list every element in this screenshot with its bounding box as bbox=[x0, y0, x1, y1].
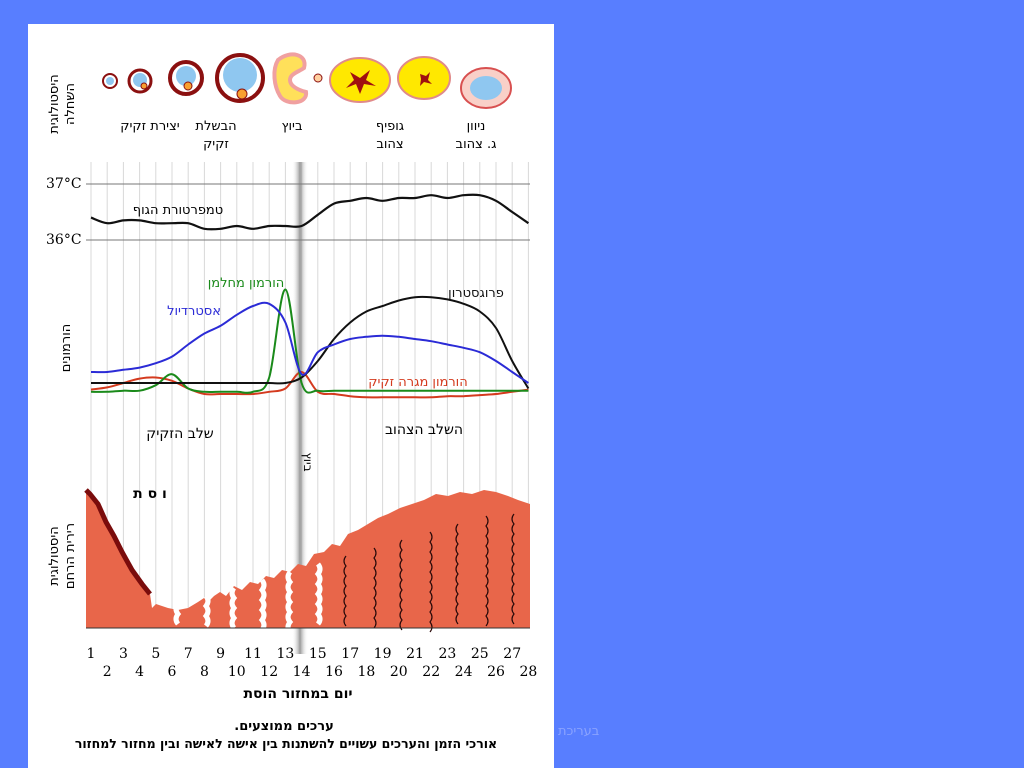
day-label-24: 24 bbox=[455, 664, 473, 680]
corpus-degeneration-icon bbox=[460, 67, 512, 109]
endometrium-lining bbox=[86, 490, 530, 628]
stage-ovulation-label: ביוץ bbox=[282, 119, 303, 134]
even-day-ticks: 2 4 6 8 10 12 14 16 18 20 22 24 26 28 bbox=[103, 664, 538, 680]
stage-corpus-luteum-line2: צהוב bbox=[376, 137, 403, 152]
day-label-10: 10 bbox=[228, 664, 246, 680]
odd-day-ticks: 1 3 5 7 9 11 13 15 17 19 21 23 25 27 bbox=[87, 646, 522, 662]
progesterone-label: פרוגסטרון bbox=[448, 286, 504, 301]
day-label-28: 28 bbox=[519, 664, 537, 680]
mature-follicle-icon bbox=[215, 53, 265, 103]
endometrium-panel: היסטולוגית רירית הרחם ו ס ת bbox=[47, 486, 530, 634]
ovary-histology-row: היסטולוגית השחלה bbox=[47, 52, 512, 152]
day-label-20: 20 bbox=[390, 664, 408, 680]
x-axis: 1 3 5 7 9 11 13 15 17 19 21 23 25 27 2 4 6 8 10 12 14 16 18 20… bbox=[86, 627, 538, 702]
corpus-luteum-icon bbox=[329, 57, 391, 103]
gland-11 bbox=[485, 515, 489, 627]
note-line1: ערכים ממוצעים. bbox=[234, 719, 334, 734]
day-label-19: 19 bbox=[374, 646, 392, 662]
gland-8 bbox=[399, 539, 403, 631]
gland-3 bbox=[258, 578, 267, 632]
day-label-27: 27 bbox=[503, 646, 521, 662]
day-label-22: 22 bbox=[422, 664, 440, 680]
day-label-17: 17 bbox=[341, 646, 359, 662]
estradiol-line bbox=[90, 301, 529, 384]
gland-10 bbox=[455, 523, 459, 625]
day-label-26: 26 bbox=[487, 664, 505, 680]
hormones-axis-label: הורמונים bbox=[59, 324, 74, 372]
diagram-panel: היסטולוגית השחלה bbox=[28, 24, 554, 768]
gland-9 bbox=[429, 531, 433, 633]
gland-12 bbox=[511, 513, 515, 625]
lh-line bbox=[90, 288, 529, 394]
follicular-phase-label: שלב הזקיק bbox=[146, 426, 213, 442]
histology-ovary-line1: היסטולוגית bbox=[47, 74, 62, 134]
stage-follicle-maturation-line1: הבשלת bbox=[195, 119, 236, 134]
day-label-21: 21 bbox=[406, 646, 424, 662]
day-label-9: 9 bbox=[216, 646, 225, 662]
stage-degeneration-line2: ג. צהוב bbox=[456, 137, 497, 152]
ovulation-vertical-label: ביוץ bbox=[301, 452, 315, 471]
day-label-13: 13 bbox=[276, 646, 294, 662]
gland-4 bbox=[285, 570, 294, 634]
stage-follicle-maturation-line2: זקיק bbox=[203, 137, 229, 152]
gland-7 bbox=[373, 547, 377, 629]
gland-6 bbox=[343, 555, 347, 627]
day-label-18: 18 bbox=[357, 664, 375, 680]
ovulation-follicle-icon bbox=[272, 52, 323, 105]
day-label-25: 25 bbox=[471, 646, 489, 662]
menstrual-shedding-edge bbox=[84, 488, 152, 596]
gland-0 bbox=[173, 602, 182, 626]
temp-36-label: 36°C bbox=[46, 232, 82, 248]
corpus-luteum-late-icon bbox=[397, 56, 451, 100]
day-label-15: 15 bbox=[309, 646, 327, 662]
day-label-5: 5 bbox=[151, 646, 160, 662]
day-label-23: 23 bbox=[438, 646, 456, 662]
ovulation-band bbox=[292, 162, 308, 654]
endometrial-glands bbox=[173, 513, 515, 634]
menses-label: ו ס ת bbox=[133, 486, 167, 502]
day-label-14: 14 bbox=[293, 664, 311, 680]
x-axis-title: יום במחזור הוסת bbox=[243, 686, 352, 702]
temperature-panel: 37°C 36°C טמפרטורת הגוף bbox=[46, 176, 530, 248]
primordial-follicle-icon bbox=[102, 73, 118, 89]
histology-ovary-line2: השחלה bbox=[63, 83, 78, 125]
gland-5 bbox=[314, 562, 323, 626]
gland-1 bbox=[202, 594, 211, 628]
temperature-line bbox=[90, 193, 530, 231]
primary-follicle-icon bbox=[127, 68, 153, 94]
estradiol-label: אסטרדיול bbox=[167, 304, 221, 319]
day-label-11: 11 bbox=[244, 646, 262, 662]
stage-corpus-luteum-line1: גופיף bbox=[376, 119, 404, 134]
gland-2 bbox=[229, 586, 238, 630]
day-label-8: 8 bbox=[200, 664, 209, 680]
day-label-1: 1 bbox=[87, 646, 96, 662]
notes: ערכים ממוצעים. אורכי הזמן והערכים עשויים… bbox=[75, 719, 497, 751]
secondary-follicle-icon bbox=[168, 60, 204, 96]
lh-label: הורמון מחלמן bbox=[208, 276, 285, 291]
temperature-label: טמפרטורת הגוף bbox=[133, 203, 223, 218]
day-label-12: 12 bbox=[260, 664, 278, 680]
luteal-phase-label: השלב הצהוב bbox=[385, 422, 463, 438]
stage-sperm-formation-label: יצירת זקיק bbox=[120, 119, 179, 134]
day-label-6: 6 bbox=[168, 664, 177, 680]
stage-degeneration-line1: ניוון bbox=[467, 119, 486, 134]
temp-37-label: 37°C bbox=[46, 176, 82, 192]
watermark-text: בעריכת bbox=[558, 724, 600, 739]
day-label-7: 7 bbox=[184, 646, 193, 662]
menstrual-cycle-diagram: היסטולוגית השחלה bbox=[46, 52, 538, 751]
endometrium-label-line2: רירית הרחם bbox=[63, 523, 78, 589]
day-label-3: 3 bbox=[119, 646, 128, 662]
progesterone-line bbox=[91, 295, 530, 390]
fsh-label: הורמון מגרה זקיק bbox=[368, 375, 467, 390]
day-label-2: 2 bbox=[103, 664, 112, 680]
note-line2: אורכי הזמן והערכים עשויים להשתנות בין אי… bbox=[75, 736, 497, 751]
endometrium-label-line1: היסטולוגית bbox=[47, 526, 62, 586]
day-label-16: 16 bbox=[325, 664, 343, 680]
hormones-panel: הורמונים הורמון מחלמן אסטרדיול פרוגסטרון… bbox=[59, 276, 530, 472]
day-label-4: 4 bbox=[135, 664, 144, 680]
